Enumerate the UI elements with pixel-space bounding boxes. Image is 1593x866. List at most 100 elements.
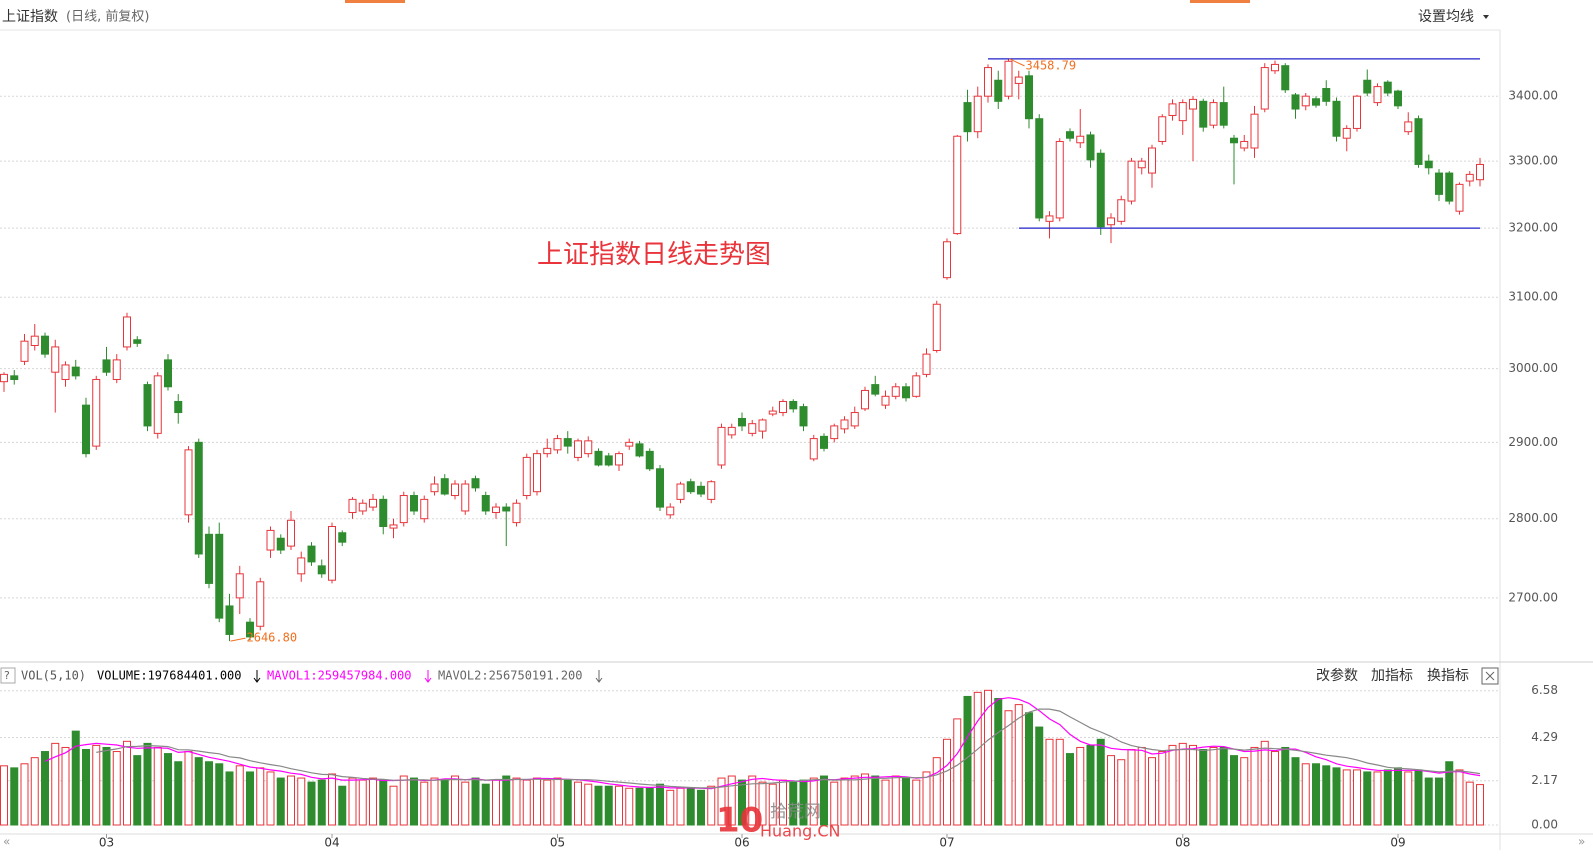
volume-bar bbox=[809, 777, 818, 826]
volume-bar bbox=[112, 751, 121, 826]
add-indicator-button[interactable]: 加指标 bbox=[1371, 668, 1413, 684]
help-box[interactable] bbox=[0, 667, 16, 684]
tab-indicator bbox=[345, 0, 405, 3]
candle-body bbox=[338, 532, 347, 543]
volume-bar bbox=[1301, 763, 1310, 826]
candle-body bbox=[174, 400, 183, 414]
y-tick-label: 3200.00 bbox=[1508, 221, 1558, 235]
candle-body bbox=[215, 533, 224, 619]
volume-bar bbox=[430, 777, 439, 826]
candle-body bbox=[297, 557, 306, 575]
y-tick-label: 3300.00 bbox=[1508, 154, 1558, 168]
candle-body bbox=[984, 67, 992, 97]
volume-bar bbox=[1240, 757, 1249, 826]
candle-body bbox=[112, 359, 121, 380]
volume-bar bbox=[317, 779, 326, 826]
volume-bar bbox=[871, 775, 880, 826]
volume-bar bbox=[399, 775, 408, 826]
candle-body bbox=[522, 456, 531, 497]
plot-area: 2700.00 2800.00 2900.00 3000.00 3100.00 3200.… bbox=[0, 58, 1558, 850]
candle-body bbox=[584, 440, 593, 455]
candle-body bbox=[307, 545, 316, 563]
volume-bar bbox=[861, 773, 869, 826]
x-tick-label: 08 bbox=[1175, 836, 1190, 850]
volume-bar bbox=[307, 781, 316, 826]
candle-body bbox=[891, 386, 900, 397]
volume-bar bbox=[102, 746, 111, 826]
candle-body bbox=[194, 441, 203, 555]
close-button[interactable] bbox=[1481, 667, 1499, 685]
volume-bar bbox=[891, 775, 900, 826]
candle-body bbox=[543, 447, 552, 455]
chart-annotation: 上证指数日线走势图 bbox=[537, 240, 771, 270]
candle-body bbox=[563, 438, 572, 447]
candle-body bbox=[656, 468, 664, 508]
volume-bar bbox=[133, 755, 142, 826]
param-button[interactable]: 改参数 bbox=[1316, 667, 1358, 684]
candle-body bbox=[553, 438, 562, 451]
volume-bar bbox=[768, 783, 777, 826]
candle-body bbox=[1025, 75, 1033, 120]
candle-body bbox=[1363, 79, 1372, 94]
candle-body bbox=[1127, 160, 1136, 202]
candle-body bbox=[809, 438, 818, 460]
annotation-pointer bbox=[1009, 58, 1025, 67]
volume-bar bbox=[984, 689, 992, 826]
candle-body bbox=[492, 506, 500, 514]
volume-bar bbox=[850, 775, 859, 826]
candle-body bbox=[430, 483, 439, 493]
candle-body bbox=[502, 506, 511, 512]
ma-settings-button[interactable]: 设置均线 bbox=[1418, 9, 1474, 25]
volume-bar bbox=[41, 751, 49, 826]
candle-body bbox=[615, 453, 623, 466]
volume-bar bbox=[1291, 757, 1300, 826]
candle-body bbox=[1455, 183, 1464, 212]
candle-body bbox=[850, 412, 859, 427]
volume-bar bbox=[543, 779, 552, 826]
volume-bar bbox=[1045, 738, 1054, 826]
volume-bar bbox=[1342, 769, 1351, 826]
candle-body bbox=[82, 404, 90, 455]
candle-body bbox=[861, 389, 869, 410]
candle-body bbox=[20, 340, 29, 362]
candle-body bbox=[994, 79, 1003, 102]
candle-body bbox=[1178, 102, 1187, 122]
candle-body bbox=[369, 498, 377, 508]
candle-body bbox=[1137, 160, 1146, 169]
candle-body bbox=[164, 359, 172, 388]
candle-body bbox=[1066, 131, 1074, 139]
candle-body bbox=[92, 378, 101, 447]
candle-body bbox=[676, 483, 685, 500]
volume-bar bbox=[461, 781, 470, 826]
candle-body bbox=[666, 506, 675, 516]
volume-bar bbox=[1086, 744, 1095, 826]
volume-bar bbox=[1353, 769, 1361, 826]
scroll-left[interactable]: « bbox=[3, 835, 10, 849]
help-icon: ? bbox=[4, 669, 10, 682]
candle-body bbox=[1076, 135, 1085, 144]
candle-body bbox=[594, 450, 603, 466]
volume-bar bbox=[1476, 784, 1484, 826]
extreme-label: 2646.80 bbox=[247, 631, 298, 645]
volume-bar bbox=[963, 695, 972, 826]
candle-body bbox=[727, 426, 736, 436]
candle-body bbox=[748, 423, 757, 434]
candle-body bbox=[461, 483, 470, 512]
candle-body bbox=[1004, 60, 1013, 97]
volume-bar bbox=[1414, 769, 1423, 826]
scroll-right[interactable]: » bbox=[1578, 835, 1585, 849]
candle-body bbox=[1373, 86, 1382, 104]
candle-body bbox=[953, 135, 962, 235]
candle-body bbox=[399, 495, 408, 524]
volume-bar bbox=[1435, 777, 1443, 826]
switch-indicator-button[interactable]: 换指标 bbox=[1427, 667, 1469, 684]
candle-body bbox=[225, 605, 234, 635]
volume-bar bbox=[922, 771, 931, 826]
candle-body bbox=[451, 483, 459, 497]
volume-bar bbox=[522, 779, 531, 826]
volume-bar bbox=[410, 777, 418, 826]
volume-bar bbox=[215, 763, 224, 826]
volume-bar bbox=[1394, 767, 1402, 826]
volume-bar bbox=[1455, 769, 1464, 826]
volume-bar bbox=[256, 767, 265, 826]
